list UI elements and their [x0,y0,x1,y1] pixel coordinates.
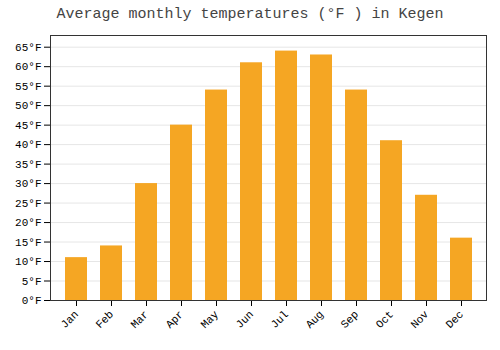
svg-text:Apr: Apr [164,308,186,330]
svg-text:25°F: 25°F [15,198,41,210]
svg-text:Sep: Sep [339,308,361,330]
svg-text:5°F: 5°F [22,276,42,288]
svg-text:Oct: Oct [374,308,396,330]
svg-text:20°F: 20°F [15,217,41,229]
svg-text:35°F: 35°F [15,159,41,171]
svg-text:Aug: Aug [304,308,326,330]
svg-text:Dec: Dec [444,308,466,330]
svg-text:Jan: Jan [59,308,81,330]
html-text:Average monthly temperatures (: Average monthly temperatures (°F ) in Ke… [56,6,444,23]
svg-text:60°F: 60°F [15,61,41,73]
svg-text:0°F: 0°F [22,295,42,307]
svg-text:45°F: 45°F [15,120,41,132]
svg-text:Jun: Jun [234,308,256,330]
svg-text:Nov: Nov [409,308,432,331]
svg-text:15°F: 15°F [15,237,41,249]
svg-text:50°F: 50°F [15,100,41,112]
svg-text:10°F: 10°F [15,256,41,268]
svg-text:30°F: 30°F [15,178,41,190]
svg-text:40°F: 40°F [15,139,41,151]
svg-text:55°F: 55°F [15,81,41,93]
svg-text:May: May [199,308,222,331]
svg-text:65°F: 65°F [15,42,41,54]
svg-text:Jul: Jul [269,308,291,330]
svg-text:Mar: Mar [129,308,151,330]
svg-text:Feb: Feb [94,308,116,330]
